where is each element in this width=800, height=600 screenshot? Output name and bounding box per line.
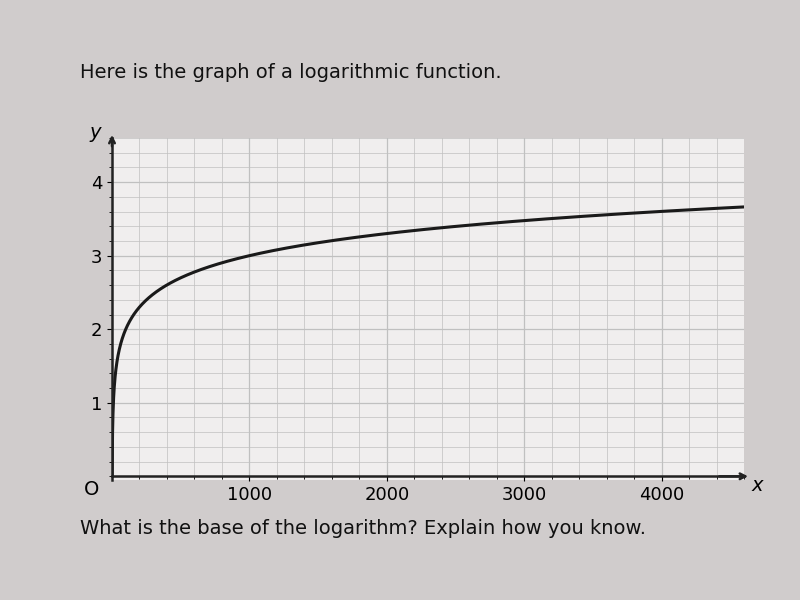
- Text: y: y: [90, 122, 102, 142]
- Text: What is the base of the logarithm? Explain how you know.: What is the base of the logarithm? Expla…: [80, 519, 646, 538]
- Text: O: O: [84, 480, 99, 499]
- Text: Here is the graph of a logarithmic function.: Here is the graph of a logarithmic funct…: [80, 63, 502, 82]
- Text: x: x: [752, 476, 763, 494]
